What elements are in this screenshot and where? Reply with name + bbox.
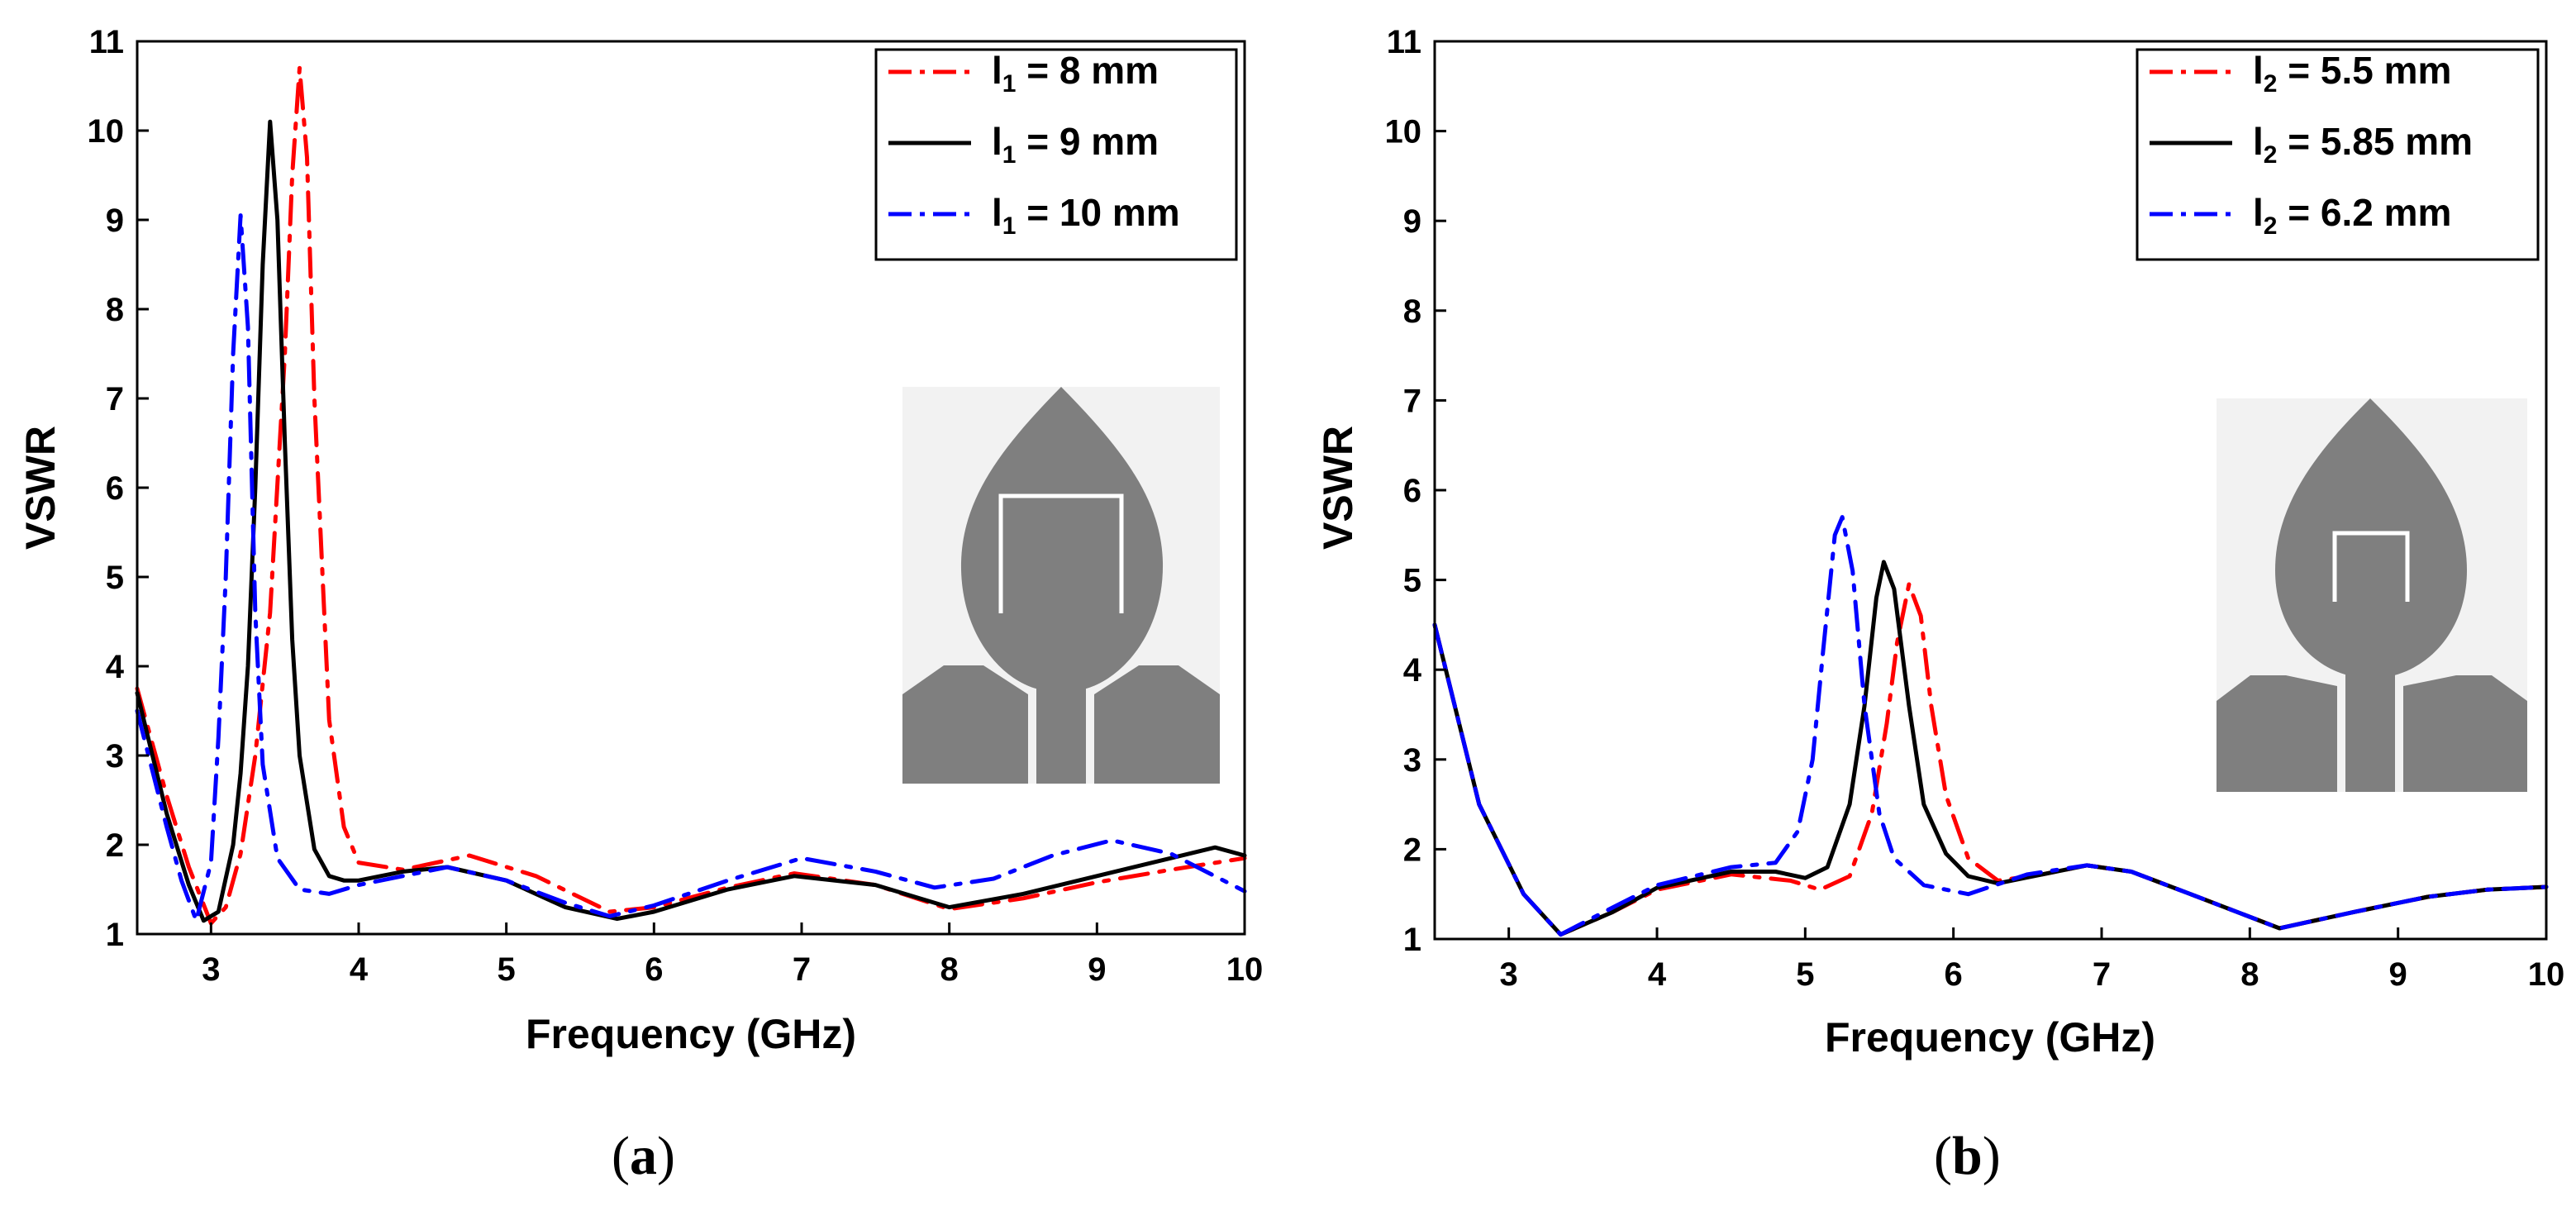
x-tick-label: 8 <box>940 951 959 988</box>
y-tick-label: 1 <box>106 917 124 953</box>
y-tick-label: 8 <box>1403 293 1421 330</box>
legend-label-sub: 1 <box>1002 70 1017 98</box>
x-tick-label: 3 <box>202 951 220 988</box>
x-tick-label: 6 <box>1945 956 1963 993</box>
x-tick-label: 5 <box>498 951 516 988</box>
legend-label: l1 = 10 mm <box>992 191 1180 240</box>
y-tick-label: 10 <box>88 113 125 150</box>
series-line <box>135 119 1247 923</box>
x-axis-title: Frequency (GHz) <box>1825 1014 2155 1061</box>
x-tick-label: 10 <box>1226 951 1264 988</box>
y-tick-label: 6 <box>1403 473 1421 509</box>
y-tick-label: 4 <box>1403 652 1422 689</box>
legend-label-main: l <box>2253 120 2264 163</box>
series-group <box>1432 515 2549 937</box>
y-tick-label: 9 <box>1403 203 1421 240</box>
x-tick-label: 9 <box>1088 951 1106 988</box>
y-tick-label: 7 <box>1403 383 1421 419</box>
y-tick-label: 9 <box>106 203 124 239</box>
legend-label-value: = 9 mm <box>1016 120 1159 163</box>
caption-letter: b <box>1952 1126 1983 1186</box>
panel-caption: (b) <box>1934 1126 2001 1186</box>
y-axis-title: VSWR <box>1315 426 1361 550</box>
y-tick-label: 1 <box>1403 922 1421 958</box>
x-tick-label: 6 <box>645 951 663 988</box>
legend-label-main: l <box>2253 191 2264 234</box>
y-axis-title: VSWR <box>17 426 64 550</box>
caption-letter: a <box>630 1126 657 1186</box>
x-tick-label: 5 <box>1796 956 1814 993</box>
antenna-inset <box>2217 398 2527 792</box>
y-tick-label: 10 <box>1385 114 1422 150</box>
legend-label-main: l <box>992 49 1002 92</box>
y-tick-label: 2 <box>106 827 124 864</box>
x-tick-label: 7 <box>793 951 811 988</box>
legend-label-value: = 6.2 mm <box>2277 191 2451 234</box>
legend-label-main: l <box>992 191 1002 234</box>
series-line <box>1432 515 2549 937</box>
panel-caption: (a) <box>612 1126 675 1186</box>
legend-label: l1 = 8 mm <box>992 49 1159 98</box>
x-tick-label: 10 <box>2528 956 2565 993</box>
legend-label: l2 = 5.5 mm <box>2253 49 2451 98</box>
legend-label-main: l <box>2253 49 2264 92</box>
legend-label-value: = 10 mm <box>1016 191 1179 234</box>
x-tick-label: 4 <box>350 951 369 988</box>
x-tick-label: 4 <box>1648 956 1667 993</box>
x-tick-label: 7 <box>2093 956 2111 993</box>
legend-label: l2 = 5.85 mm <box>2253 120 2473 169</box>
y-tick-label: 11 <box>89 24 124 60</box>
legend-label-main: l <box>992 120 1002 163</box>
y-tick-label: 2 <box>1403 832 1421 868</box>
y-tick-label: 7 <box>106 381 124 417</box>
series-group <box>135 65 1247 926</box>
x-tick-label: 9 <box>2389 956 2407 993</box>
legend-label-sub: 1 <box>1002 141 1017 169</box>
antenna-inset <box>902 387 1220 784</box>
y-tick-label: 11 <box>1387 24 1421 60</box>
y-tick-label: 5 <box>106 560 124 596</box>
tick-group: 3 4 5 6 7 8 9 10 1 2 3 4 5 6 7 8 9 10 11 <box>1385 24 2565 993</box>
x-tick-label: 8 <box>2240 956 2259 993</box>
legend-label-sub: 2 <box>2264 70 2278 98</box>
y-tick-label: 3 <box>106 738 124 775</box>
y-tick-label: 6 <box>106 470 124 507</box>
legend-label-value: = 8 mm <box>1016 49 1159 92</box>
legend-label-value: = 5.5 mm <box>2277 49 2451 92</box>
legend-label-sub: 2 <box>2264 141 2278 169</box>
x-axis-title: Frequency (GHz) <box>526 1011 856 1057</box>
legend-label-sub: 2 <box>2264 212 2278 240</box>
x-tick-label: 3 <box>1500 956 1518 993</box>
legend-label: l2 = 6.2 mm <box>2253 191 2451 240</box>
y-tick-label: 4 <box>106 649 125 685</box>
y-tick-label: 3 <box>1403 742 1421 779</box>
legend-label: l1 = 9 mm <box>992 120 1159 169</box>
y-tick-label: 8 <box>106 292 124 328</box>
series-line <box>135 213 1247 923</box>
y-tick-label: 5 <box>1403 563 1421 599</box>
legend-label-value: = 5.85 mm <box>2277 120 2473 163</box>
legend-label-sub: 1 <box>1002 212 1017 240</box>
